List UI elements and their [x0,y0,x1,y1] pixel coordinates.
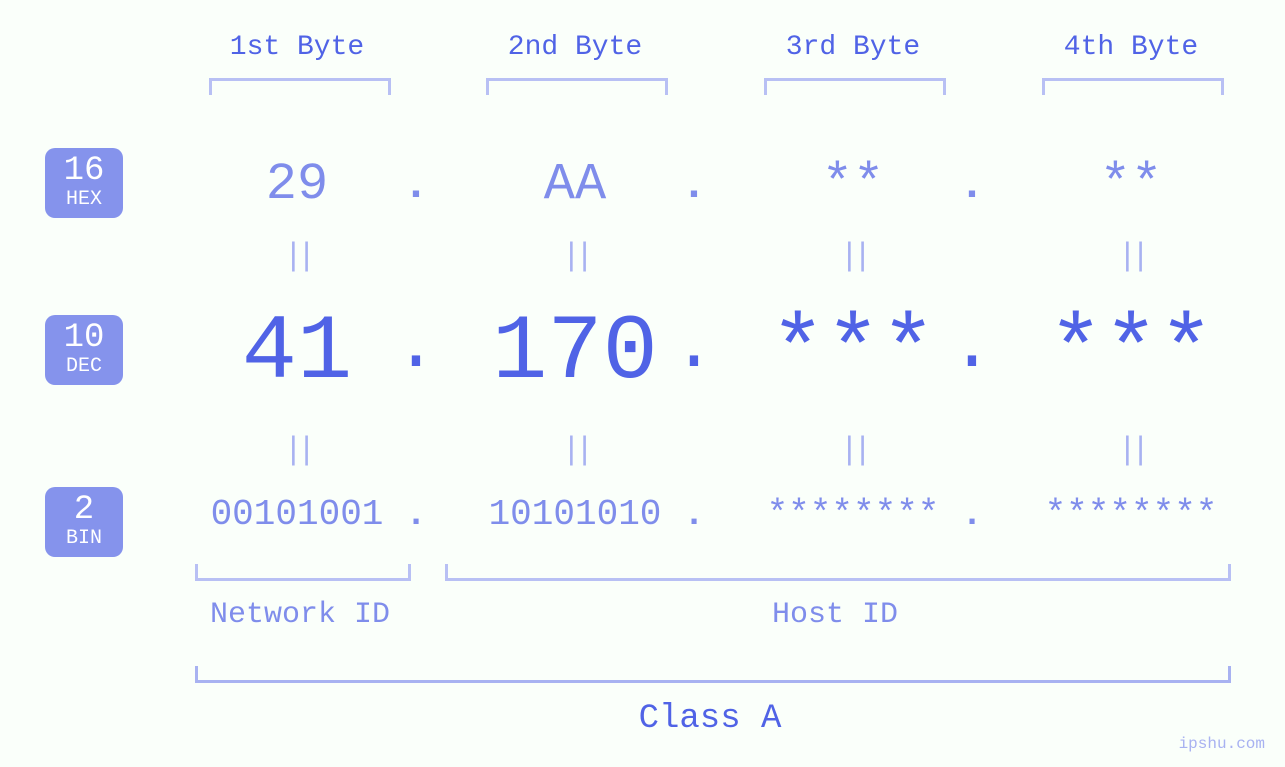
badge-dec: 10 DEC [45,315,123,385]
bin-dot-3: . [942,494,1002,535]
badge-bin-lbl: BIN [45,529,123,549]
dec-dot-2: . [664,306,724,388]
eq-mark-1-2: || [535,238,615,275]
byte-label-1: 1st Byte [197,32,397,63]
eq-mark-1-4: || [1091,238,1171,275]
hex-dot-1: . [386,161,446,211]
eq-mark-1-1: || [257,238,337,275]
eq-mark-2-3: || [813,432,893,469]
byte-bracket-3 [764,78,946,95]
watermark: ipshu.com [1179,735,1265,753]
hex-dot-3: . [942,161,1002,211]
byte-label-4: 4th Byte [1031,32,1231,63]
dec-dot-1: . [386,306,446,388]
hex-dot-2: . [664,161,724,211]
class-label: Class A [195,700,1225,738]
badge-bin-num: 2 [45,493,123,527]
eq-mark-2-2: || [535,432,615,469]
badge-bin: 2 BIN [45,487,123,557]
eq-mark-1-3: || [813,238,893,275]
byte-bracket-1 [209,78,391,95]
host-bracket [445,564,1231,581]
class-bracket [195,666,1231,683]
dec-dot-3: . [942,306,1002,388]
badge-dec-lbl: DEC [45,357,123,377]
badge-hex-num: 16 [45,154,123,188]
byte-label-3: 3rd Byte [753,32,953,63]
hex-byte-4: ** [991,155,1271,214]
badge-hex-lbl: HEX [45,190,123,210]
network-bracket [195,564,411,581]
badge-dec-num: 10 [45,321,123,355]
byte-label-2: 2nd Byte [475,32,675,63]
bin-dot-1: . [386,494,446,535]
eq-mark-2-4: || [1091,432,1171,469]
badge-hex: 16 HEX [45,148,123,218]
host-id-label: Host ID [445,598,1225,632]
bin-dot-2: . [664,494,724,535]
network-id-label: Network ID [195,598,405,632]
dec-byte-4: *** [991,300,1271,405]
bin-byte-4: ******** [991,494,1271,535]
byte-bracket-4 [1042,78,1224,95]
byte-bracket-2 [486,78,668,95]
eq-mark-2-1: || [257,432,337,469]
